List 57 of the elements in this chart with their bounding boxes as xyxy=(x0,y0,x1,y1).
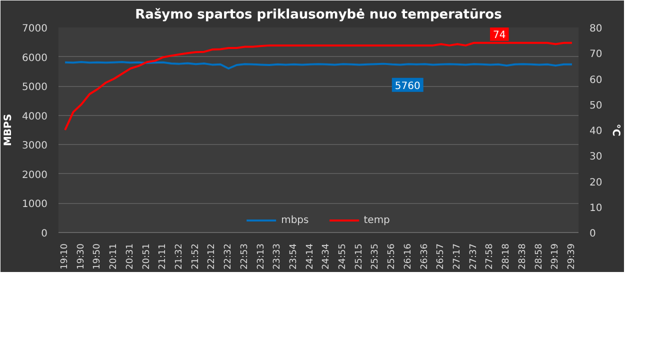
x-tick-label: 28:58 xyxy=(534,243,544,270)
data-label: 74 xyxy=(493,30,506,41)
chart-title: Rašymo spartos priklausomybė nuo temperatūros xyxy=(135,8,502,22)
legend-label: mbps xyxy=(281,214,309,226)
legend-label: temp xyxy=(364,214,390,226)
x-tick-label: 19:30 xyxy=(76,243,86,270)
x-tick-label: 22:53 xyxy=(240,244,250,270)
y2-axis-title: °C xyxy=(610,124,622,136)
x-tick-label: 27:37 xyxy=(468,244,479,270)
x-tick-label: 20:31 xyxy=(125,244,136,270)
y-tick-label: 0 xyxy=(41,228,48,240)
y-tick-label: 5000 xyxy=(22,82,48,94)
x-tick-label: 25:56 xyxy=(387,243,398,270)
x-tick-label: 24:55 xyxy=(338,244,348,270)
x-tick-label: 20:11 xyxy=(109,244,120,270)
x-tick-label: 27:17 xyxy=(452,244,462,270)
y2-tick-label: 20 xyxy=(590,177,602,188)
x-tick-label: 25:35 xyxy=(370,244,381,270)
data-label: 5760 xyxy=(394,80,420,92)
y-axis-title: MBPS xyxy=(3,114,14,146)
x-tick-label: 24:14 xyxy=(305,243,316,270)
x-tick-label: 19:10 xyxy=(60,243,70,270)
y2-tick-label: 0 xyxy=(590,228,596,240)
x-tick-label: 21:52 xyxy=(190,244,201,270)
y2-tick-label: 10 xyxy=(590,202,602,214)
y-tick-label: 2000 xyxy=(22,170,48,181)
x-tick-label: 20:51 xyxy=(142,244,152,270)
y2-tick-label: 70 xyxy=(590,49,602,60)
y2-tick-label: 50 xyxy=(590,100,602,112)
x-tick-label: 23:13 xyxy=(256,244,266,270)
line-series xyxy=(64,61,573,70)
x-tick-label: 27:58 xyxy=(485,243,496,270)
x-tick-label: 22:12 xyxy=(207,244,218,270)
x-tick-label: 28:18 xyxy=(502,243,512,270)
x-tick-label: 26:36 xyxy=(420,243,430,270)
x-tick-label: 28:38 xyxy=(518,243,528,270)
y2-tick-label: 30 xyxy=(590,152,602,163)
y-tick-label: 4000 xyxy=(22,111,48,122)
x-tick-label: 23:33 xyxy=(272,244,283,270)
x-tick-label: 26:16 xyxy=(403,243,414,270)
y-tick-label: 7000 xyxy=(22,24,48,34)
y2-tick-label: 80 xyxy=(590,24,602,34)
x-tick-label: 23:54 xyxy=(288,243,299,270)
x-tick-label: 24:34 xyxy=(322,243,332,270)
y2-tick-label: 40 xyxy=(590,126,602,137)
x-tick-label: 21:32 xyxy=(174,244,185,270)
y2-tick-label: 60 xyxy=(590,74,602,86)
x-tick-label: 21:11 xyxy=(158,244,168,270)
y-tick-label: 6000 xyxy=(22,52,48,64)
x-tick-label: 26:57 xyxy=(436,244,446,270)
x-tick-label: 29:39 xyxy=(566,243,577,270)
x-tick-label: 22:32 xyxy=(224,244,234,270)
x-tick-label: 29:19 xyxy=(550,243,561,270)
y-tick-label: 1000 xyxy=(22,199,48,210)
y-tick-label: 3000 xyxy=(22,140,48,152)
x-tick-label: 19:50 xyxy=(92,243,103,270)
x-tick-label: 25:15 xyxy=(354,244,364,270)
